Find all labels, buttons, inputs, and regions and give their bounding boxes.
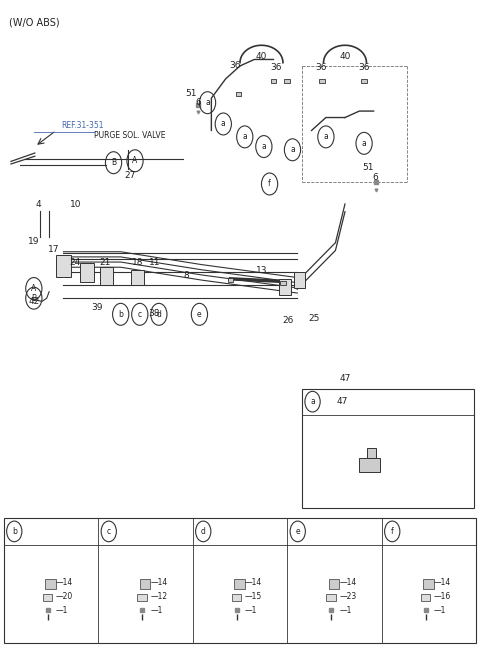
FancyBboxPatch shape (423, 579, 434, 589)
Text: 42: 42 (28, 297, 39, 306)
Text: —14: —14 (434, 578, 451, 587)
Text: —1: —1 (434, 606, 446, 615)
FancyBboxPatch shape (232, 594, 241, 601)
FancyBboxPatch shape (326, 594, 336, 601)
Text: a: a (242, 132, 247, 141)
Text: A: A (132, 156, 138, 165)
Text: 10: 10 (70, 200, 81, 209)
FancyBboxPatch shape (280, 281, 286, 284)
Text: —1: —1 (245, 606, 257, 615)
Text: —1: —1 (150, 606, 163, 615)
FancyBboxPatch shape (80, 262, 95, 282)
Text: (W/O ABS): (W/O ABS) (9, 17, 59, 27)
Text: —14: —14 (245, 578, 262, 587)
Text: B: B (111, 158, 116, 167)
Text: c: c (138, 310, 142, 319)
Text: b: b (12, 527, 17, 536)
FancyBboxPatch shape (271, 80, 276, 84)
Text: e: e (295, 527, 300, 536)
FancyBboxPatch shape (56, 255, 71, 277)
FancyBboxPatch shape (45, 579, 56, 589)
Text: PURGE SOL. VALVE: PURGE SOL. VALVE (95, 131, 166, 140)
Text: 25: 25 (308, 314, 320, 323)
Text: —14: —14 (150, 578, 168, 587)
Text: e: e (197, 310, 202, 319)
FancyBboxPatch shape (4, 518, 476, 643)
Text: 40: 40 (256, 52, 267, 61)
FancyBboxPatch shape (131, 270, 144, 284)
FancyBboxPatch shape (234, 579, 245, 589)
Text: 47: 47 (339, 375, 351, 384)
Text: f: f (268, 179, 271, 189)
Text: a: a (262, 142, 266, 151)
Text: 26: 26 (282, 316, 293, 325)
FancyBboxPatch shape (284, 80, 289, 84)
Text: f: f (391, 527, 394, 536)
Text: —12: —12 (150, 592, 168, 601)
Text: 17: 17 (48, 246, 60, 254)
Text: a: a (310, 397, 315, 406)
Text: 40: 40 (339, 52, 351, 61)
Text: a: a (221, 119, 226, 128)
FancyBboxPatch shape (236, 93, 241, 97)
Text: 24: 24 (70, 258, 81, 267)
FancyBboxPatch shape (43, 594, 52, 601)
Text: 19: 19 (28, 237, 39, 246)
FancyBboxPatch shape (421, 594, 431, 601)
Text: a: a (324, 132, 328, 141)
Text: a: a (290, 145, 295, 154)
Text: REF.31-351: REF.31-351 (61, 121, 104, 130)
Text: d: d (201, 527, 206, 536)
Text: A: A (31, 284, 36, 293)
Text: —16: —16 (434, 592, 451, 601)
FancyBboxPatch shape (140, 579, 150, 589)
FancyBboxPatch shape (367, 448, 375, 458)
Text: 39: 39 (91, 303, 103, 312)
Text: a: a (362, 139, 366, 148)
Text: d: d (156, 310, 161, 319)
Text: c: c (107, 527, 111, 536)
Text: —1: —1 (56, 606, 68, 615)
Text: 36: 36 (359, 64, 370, 73)
FancyBboxPatch shape (329, 579, 339, 589)
Text: —15: —15 (245, 592, 262, 601)
Text: 13: 13 (256, 266, 267, 275)
FancyBboxPatch shape (100, 266, 113, 284)
Text: 6: 6 (196, 98, 201, 107)
FancyBboxPatch shape (228, 278, 233, 282)
Text: 18: 18 (132, 258, 143, 267)
Text: 36: 36 (270, 64, 282, 73)
FancyBboxPatch shape (279, 279, 291, 295)
FancyBboxPatch shape (294, 272, 305, 288)
Text: 4: 4 (36, 200, 41, 209)
Text: —14: —14 (339, 578, 357, 587)
FancyBboxPatch shape (361, 80, 367, 84)
Text: 27: 27 (124, 171, 136, 180)
Text: 6: 6 (372, 173, 378, 182)
Text: 11: 11 (149, 258, 161, 267)
Text: 36: 36 (229, 62, 241, 71)
Text: b: b (118, 310, 123, 319)
Text: —14: —14 (56, 578, 73, 587)
Text: B: B (31, 294, 36, 303)
FancyBboxPatch shape (137, 594, 147, 601)
Text: —23: —23 (339, 592, 357, 601)
Text: 47: 47 (337, 397, 348, 406)
FancyBboxPatch shape (302, 389, 474, 508)
FancyBboxPatch shape (319, 80, 325, 84)
Text: —20: —20 (56, 592, 73, 601)
FancyBboxPatch shape (359, 458, 380, 472)
Text: 51: 51 (362, 163, 373, 172)
Text: 8: 8 (184, 271, 190, 280)
Text: 21: 21 (100, 258, 111, 267)
Text: —1: —1 (339, 606, 351, 615)
Text: a: a (205, 98, 210, 107)
Text: 51: 51 (186, 89, 197, 97)
Text: 38: 38 (148, 308, 160, 318)
Text: 36: 36 (315, 64, 327, 73)
